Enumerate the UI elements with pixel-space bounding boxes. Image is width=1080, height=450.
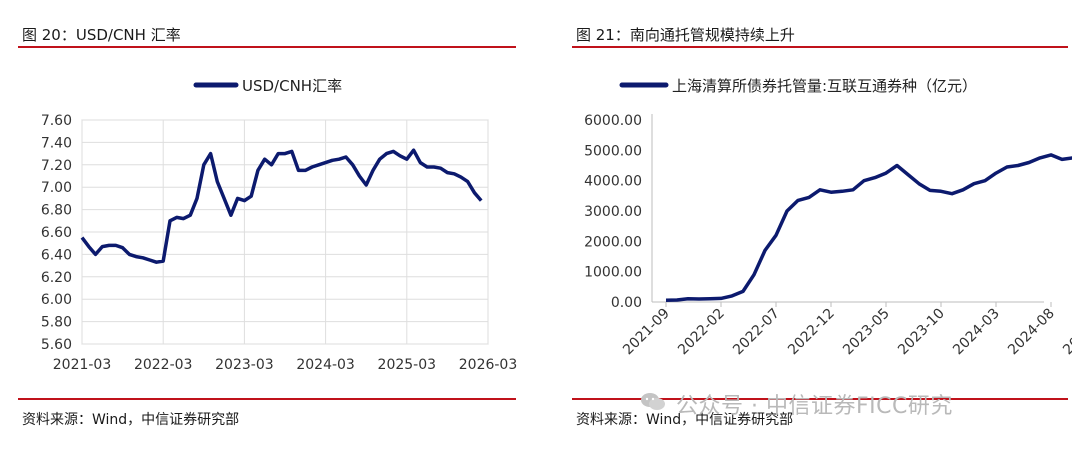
- left-source-rule: [18, 398, 516, 400]
- right-chart-southbound-custody: 6000.00 5000.00 4000.00 3000.00 2000.00 1000.…: [584, 77, 1072, 359]
- y-tick-label: 0.00: [611, 295, 642, 311]
- y-tick-label: 6000.00: [584, 113, 642, 129]
- y-tick-label: 6.60: [41, 225, 72, 241]
- x-tick-label: 2022-02: [675, 306, 728, 359]
- right-source-rule: [572, 398, 1068, 400]
- x-tick-label: 2024-03: [950, 306, 1003, 359]
- x-tick-label: 2021-03: [53, 357, 112, 373]
- x-tick-label: 2022-12: [785, 306, 838, 359]
- y-tick-label: 5.80: [41, 315, 72, 331]
- y-tick-label: 2000.00: [584, 234, 642, 250]
- right-figure-title: 图 21：南向通托管规模持续上升: [576, 26, 795, 44]
- y-tick-label: 6.20: [41, 270, 72, 286]
- y-tick-label: 6.40: [41, 247, 72, 263]
- legend-label: 上海清算所债券托管量:互联互通券种（亿元）: [672, 77, 977, 95]
- y-tick-label: 5.60: [41, 337, 72, 353]
- left-figure-title: 图 20：USD/CNH 汇率: [22, 26, 181, 44]
- y-tick-label: 7.60: [41, 113, 72, 129]
- y-tick-label: 7.40: [41, 135, 72, 151]
- x-tick-label: 2022-07: [730, 306, 783, 359]
- y-tick-label: 5000.00: [584, 143, 642, 159]
- x-tick-label: 2023-05: [840, 306, 893, 359]
- series-line-custody: [665, 153, 1072, 302]
- y-tick-label: 7.00: [41, 180, 72, 196]
- x-tick-label: 2026-03: [459, 357, 518, 373]
- y-tick-label: 6.00: [41, 292, 72, 308]
- y-tick-label: 3000.00: [584, 204, 642, 220]
- left-title-rule: [18, 46, 516, 48]
- left-source-note: 资料来源：Wind，中信证券研究部: [22, 412, 240, 428]
- x-tick-label: 2023-10: [895, 306, 948, 359]
- x-tick-label: 2025-01: [1060, 306, 1072, 359]
- x-tick-label: 2024-08: [1005, 306, 1058, 359]
- y-tick-label: 4000.00: [584, 174, 642, 190]
- x-tick-label: 2024-03: [296, 357, 355, 373]
- wechat-icon: [641, 393, 665, 410]
- x-tick-label: 2023-03: [215, 357, 274, 373]
- left-chart-usd-cnh: 7.60 7.40 7.20 7.00 6.80 6.60 6.40 6.20 6.00 5.80…: [41, 77, 518, 373]
- series-line-usd-cnh: [80, 148, 483, 264]
- x-tick-label: 2022-03: [134, 357, 193, 373]
- y-tick-label: 1000.00: [584, 265, 642, 281]
- y-tick-label: 7.20: [41, 158, 72, 174]
- y-tick-label: 6.80: [41, 203, 72, 219]
- watermark-text: 公众号 · 中信证券FICC研究: [676, 394, 953, 419]
- legend-label: USD/CNH汇率: [242, 77, 342, 95]
- x-tick-label: 2025-03: [378, 357, 437, 373]
- x-tick-label: 2021-09: [620, 306, 673, 359]
- right-title-rule: [572, 46, 1068, 48]
- right-source-note: 资料来源：Wind，中信证券研究部: [576, 412, 794, 428]
